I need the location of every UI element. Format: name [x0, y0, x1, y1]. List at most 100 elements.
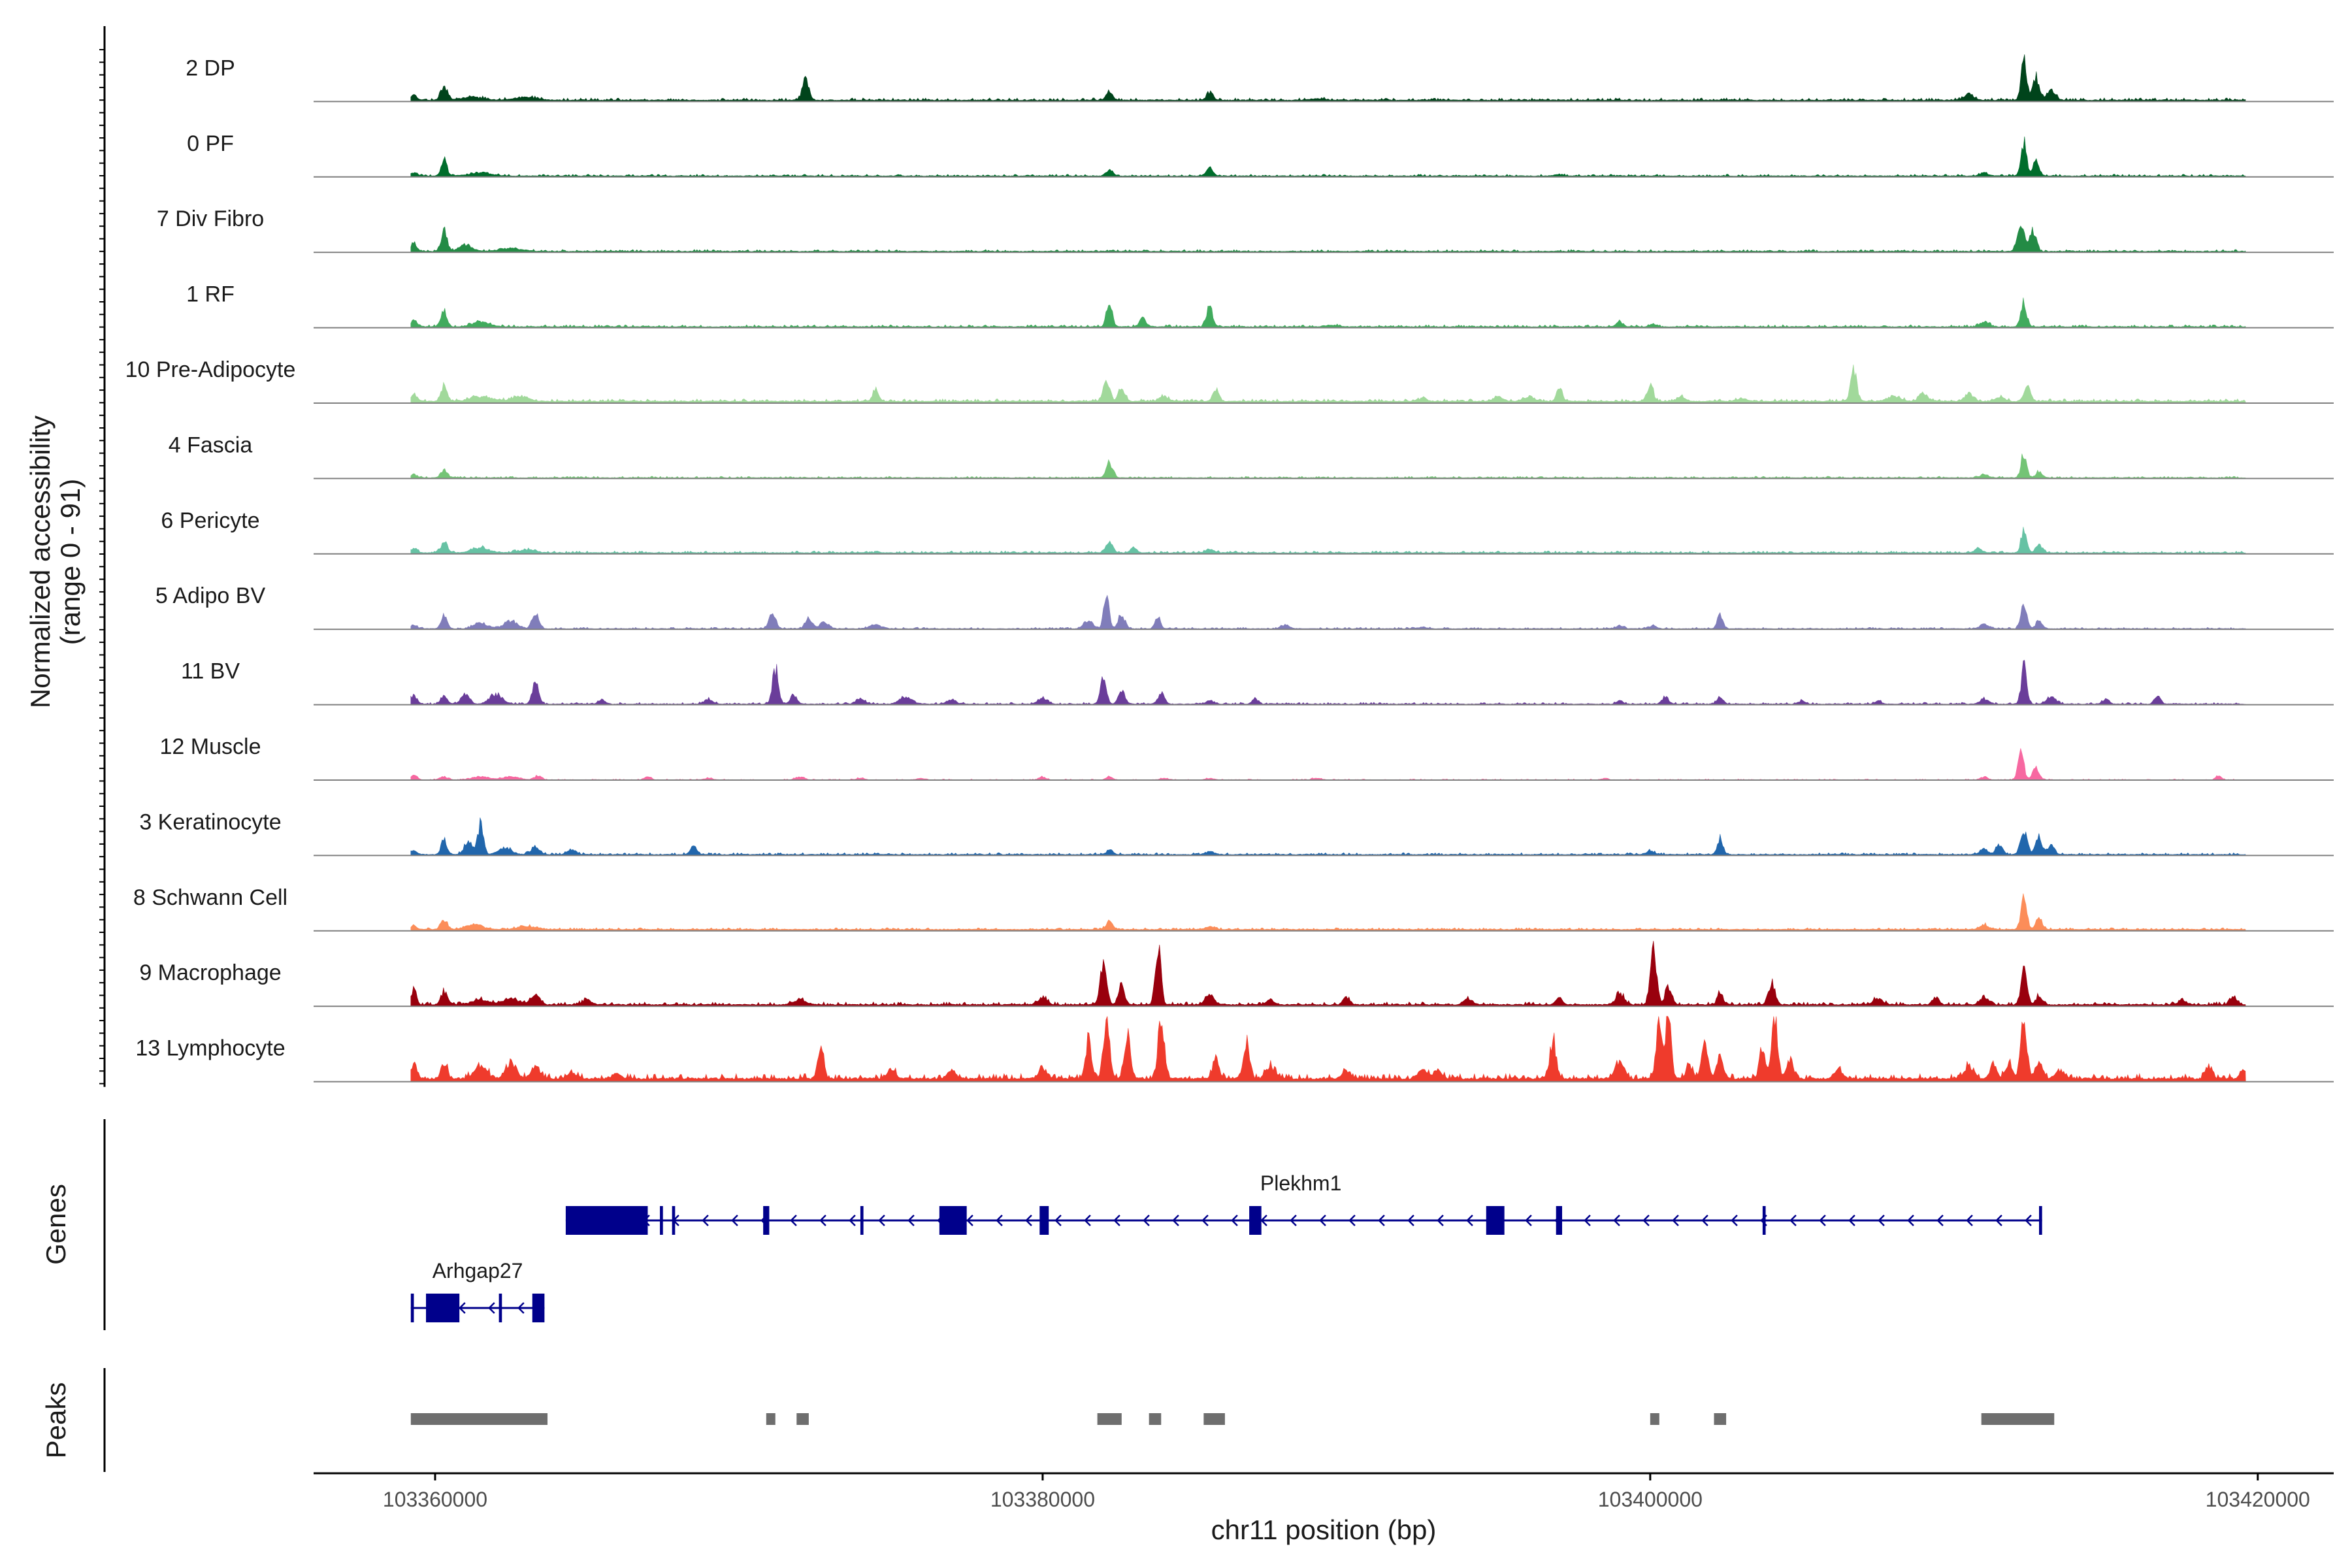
- gene-exon: [860, 1206, 864, 1235]
- genes-panel-label: Genes: [41, 1184, 71, 1265]
- gene-annotation-track: Plekhm1 Arhgap27: [410, 1171, 2042, 1322]
- x-axis-title: chr11 position (bp): [1211, 1514, 1437, 1545]
- strand-arrow: [1201, 1215, 1209, 1226]
- track-label: 10 Pre-Adipocyte: [125, 357, 296, 382]
- coverage-track: 2 DP: [186, 54, 2334, 103]
- strand-arrow: [702, 1215, 709, 1226]
- peak-region: [1149, 1413, 1162, 1425]
- peak-regions-track: [410, 1413, 2055, 1425]
- track-label: 12 Muscle: [160, 734, 261, 759]
- gene-exon: [532, 1294, 545, 1322]
- strand-arrow: [1260, 1215, 1267, 1226]
- strand-arrow: [1731, 1215, 1738, 1226]
- coverage-area: [410, 660, 2246, 705]
- coverage-area: [410, 225, 2246, 253]
- gene-model: Arhgap27: [410, 1259, 545, 1322]
- strand-arrow: [1348, 1215, 1356, 1226]
- coverage-area: [410, 297, 2246, 328]
- gene-exon: [660, 1206, 663, 1235]
- strand-arrow: [1231, 1215, 1238, 1226]
- coverage-track: 11 BV: [181, 659, 2334, 706]
- strand-arrow: [1966, 1215, 1973, 1226]
- peak-region: [1714, 1413, 1727, 1425]
- coverage-area: [410, 527, 2246, 555]
- coverage-track: 5 Adipo BV: [155, 583, 2334, 630]
- strand-arrow: [1290, 1215, 1297, 1226]
- peak-region: [1203, 1413, 1225, 1425]
- strand-arrow: [1319, 1215, 1326, 1226]
- x-axis-ticks: 103360000 103380000 103400000 103420000: [383, 1473, 2310, 1511]
- peak-region: [1097, 1413, 1122, 1425]
- x-tick-label: 103360000: [383, 1488, 487, 1511]
- coverage-area: [410, 893, 2246, 932]
- x-tick-label: 103400000: [1598, 1488, 1703, 1511]
- coverage-track: 13 Lymphocyte: [135, 1016, 2334, 1083]
- strand-arrow: [966, 1215, 973, 1226]
- track-label: 1 RF: [186, 282, 235, 307]
- coverage-track: 4 Fascia: [169, 433, 2334, 480]
- y-axis-title-line2: (range 0 - 91): [55, 479, 86, 645]
- strand-arrow: [1143, 1215, 1150, 1226]
- peak-region: [796, 1413, 809, 1425]
- gene-exon: [1249, 1206, 1262, 1235]
- track-label: 11 BV: [181, 659, 240, 684]
- track-label: 6 Pericyte: [161, 508, 259, 533]
- gene-exon: [939, 1206, 967, 1235]
- track-label: 5 Adipo BV: [155, 583, 266, 608]
- track-label: 0 PF: [187, 131, 234, 156]
- strand-arrow: [790, 1215, 797, 1226]
- coverage-track: 9 Macrophage: [139, 941, 2334, 1007]
- coverage-track: 3 Keratinocyte: [139, 809, 2334, 857]
- coverage-area: [410, 453, 2246, 479]
- peak-region: [1650, 1413, 1659, 1425]
- strand-arrow: [1525, 1215, 1532, 1226]
- strand-arrow: [1025, 1215, 1032, 1226]
- track-label: 13 Lymphocyte: [135, 1036, 285, 1061]
- strand-arrow: [1848, 1215, 1855, 1226]
- strand-arrow: [819, 1215, 826, 1226]
- coverage-area: [410, 595, 2246, 630]
- peak-region: [1981, 1413, 2055, 1425]
- gene-exon: [426, 1294, 460, 1322]
- peak-region: [410, 1413, 548, 1425]
- peak-region: [766, 1413, 776, 1425]
- strand-arrow: [2025, 1215, 2032, 1226]
- gene-exon: [498, 1294, 502, 1322]
- coverage-track: 7 Div Fibro: [157, 206, 2334, 253]
- gene-exon: [1556, 1206, 1562, 1235]
- strand-arrow: [517, 1302, 525, 1314]
- strand-arrow: [488, 1302, 495, 1314]
- gene-exon: [1486, 1206, 1505, 1235]
- coverage-area: [410, 136, 2246, 178]
- strand-arrow: [1378, 1215, 1385, 1226]
- gene-model: Plekhm1: [565, 1171, 2042, 1235]
- gene-exon: [763, 1206, 770, 1235]
- strand-arrow: [1054, 1215, 1062, 1226]
- strand-arrow: [1466, 1215, 1473, 1226]
- y-axis-title: Normalized accessibility (range 0 - 91): [25, 416, 86, 708]
- strand-arrow: [878, 1215, 885, 1226]
- strand-arrow: [1907, 1215, 1914, 1226]
- gene-exon: [672, 1206, 676, 1235]
- strand-arrow: [1936, 1215, 1944, 1226]
- coverage-track: 10 Pre-Adipocyte: [125, 357, 2334, 404]
- coverage-track: 12 Muscle: [160, 734, 2334, 781]
- strand-arrow: [1437, 1215, 1444, 1226]
- track-label: 7 Div Fibro: [157, 206, 264, 231]
- y-axis: [99, 26, 106, 1087]
- track-label: 9 Macrophage: [139, 960, 281, 985]
- gene-exon: [2038, 1206, 2042, 1235]
- strand-arrow: [1172, 1215, 1179, 1226]
- x-tick-label: 103380000: [990, 1488, 1095, 1511]
- coverage-area: [410, 1016, 2246, 1082]
- strand-arrow: [1819, 1215, 1826, 1226]
- strand-arrow: [459, 1302, 466, 1314]
- peaks-panel-label: Peaks: [41, 1382, 71, 1459]
- gene-exon: [1762, 1206, 1766, 1235]
- track-label: 8 Schwann Cell: [133, 885, 287, 910]
- strand-arrow: [1407, 1215, 1414, 1226]
- strand-arrow: [1084, 1215, 1091, 1226]
- strand-arrow: [731, 1215, 738, 1226]
- coverage-track: 8 Schwann Cell: [133, 885, 2334, 932]
